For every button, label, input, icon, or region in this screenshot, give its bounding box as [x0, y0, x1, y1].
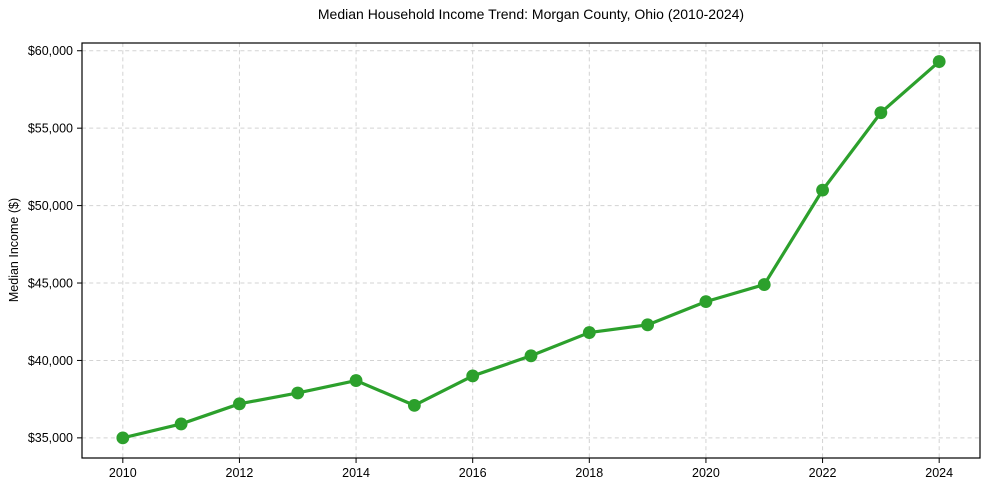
data-point — [641, 318, 655, 332]
x-tick-label: 2016 — [459, 466, 487, 480]
y-tick-label: $55,000 — [28, 122, 73, 136]
y-tick-label: $35,000 — [28, 431, 73, 445]
y-tick-label: $40,000 — [28, 354, 73, 368]
data-point — [582, 326, 596, 339]
x-tick-label: 2024 — [925, 466, 953, 480]
y-tick-label: $45,000 — [28, 276, 73, 290]
data-line — [121, 59, 941, 440]
data-point — [816, 183, 829, 197]
data-point — [291, 386, 305, 400]
data-point — [874, 106, 888, 120]
x-tick-label: 2022 — [809, 466, 837, 480]
data-point — [233, 397, 246, 411]
y-tick-label: $50,000 — [28, 199, 73, 213]
data-point — [757, 278, 771, 291]
plot-border — [81, 42, 981, 459]
data-point — [524, 349, 538, 363]
data-point — [407, 398, 421, 412]
x-tick-label: 2010 — [109, 466, 137, 480]
data-point — [466, 369, 480, 383]
data-point — [932, 55, 946, 68]
y-tick-label: $60,000 — [28, 44, 73, 58]
x-tick-label: 2020 — [692, 466, 720, 480]
data-point — [349, 374, 363, 387]
x-tick-label: 2012 — [226, 466, 254, 480]
data-point — [174, 417, 188, 431]
x-tick-label: 2014 — [342, 466, 370, 480]
data-point — [116, 431, 130, 445]
chart-title: Median Household Income Trend: Morgan Co… — [317, 6, 745, 22]
x-tick-label: 2018 — [575, 466, 603, 480]
data-point — [699, 295, 713, 309]
